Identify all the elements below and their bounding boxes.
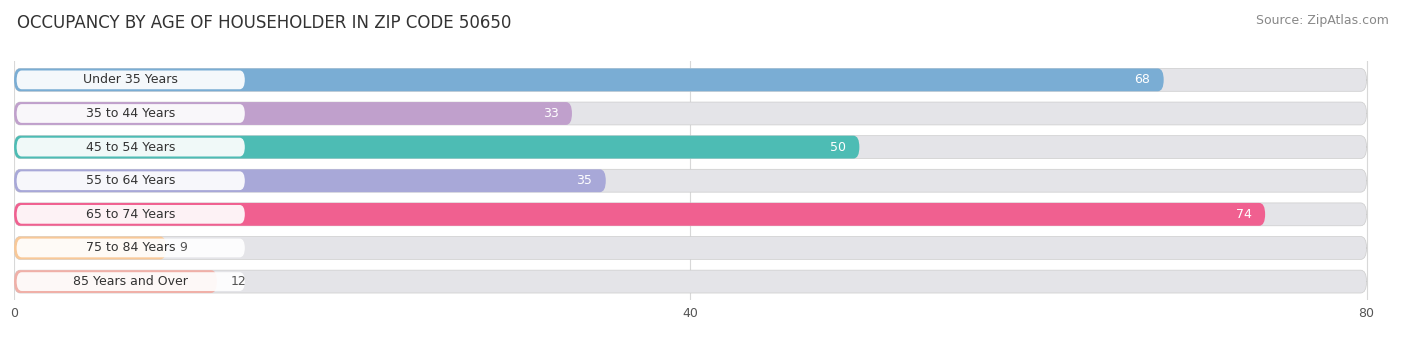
FancyBboxPatch shape <box>17 138 245 157</box>
FancyBboxPatch shape <box>14 203 1367 226</box>
FancyBboxPatch shape <box>17 104 245 123</box>
Text: 45 to 54 Years: 45 to 54 Years <box>86 140 176 153</box>
Text: 35 to 44 Years: 35 to 44 Years <box>86 107 176 120</box>
Text: 35: 35 <box>576 174 592 187</box>
FancyBboxPatch shape <box>14 169 606 192</box>
Text: 9: 9 <box>180 241 187 254</box>
Text: 65 to 74 Years: 65 to 74 Years <box>86 208 176 221</box>
Text: 68: 68 <box>1135 73 1150 86</box>
Text: Under 35 Years: Under 35 Years <box>83 73 179 86</box>
FancyBboxPatch shape <box>14 69 1367 91</box>
FancyBboxPatch shape <box>14 270 217 293</box>
FancyBboxPatch shape <box>14 136 1367 159</box>
Text: 75 to 84 Years: 75 to 84 Years <box>86 241 176 254</box>
Text: 74: 74 <box>1236 208 1251 221</box>
FancyBboxPatch shape <box>17 205 245 224</box>
FancyBboxPatch shape <box>14 69 1164 91</box>
FancyBboxPatch shape <box>14 237 1367 260</box>
Text: 33: 33 <box>543 107 558 120</box>
FancyBboxPatch shape <box>17 239 245 257</box>
FancyBboxPatch shape <box>14 237 166 260</box>
FancyBboxPatch shape <box>17 172 245 190</box>
FancyBboxPatch shape <box>14 102 572 125</box>
Text: 50: 50 <box>830 140 846 153</box>
FancyBboxPatch shape <box>14 270 1367 293</box>
Text: 85 Years and Over: 85 Years and Over <box>73 275 188 288</box>
FancyBboxPatch shape <box>17 272 245 291</box>
FancyBboxPatch shape <box>17 71 245 89</box>
FancyBboxPatch shape <box>14 136 859 159</box>
Text: 12: 12 <box>231 275 246 288</box>
FancyBboxPatch shape <box>14 102 1367 125</box>
Text: 55 to 64 Years: 55 to 64 Years <box>86 174 176 187</box>
Text: OCCUPANCY BY AGE OF HOUSEHOLDER IN ZIP CODE 50650: OCCUPANCY BY AGE OF HOUSEHOLDER IN ZIP C… <box>17 14 512 32</box>
FancyBboxPatch shape <box>14 169 1367 192</box>
Text: Source: ZipAtlas.com: Source: ZipAtlas.com <box>1256 14 1389 27</box>
FancyBboxPatch shape <box>14 203 1265 226</box>
